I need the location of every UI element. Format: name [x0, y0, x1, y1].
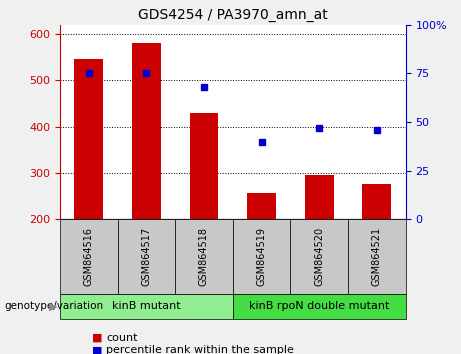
Bar: [233, 294, 406, 319]
Bar: [362, 184, 391, 219]
Bar: [60, 219, 118, 294]
Text: GSM864519: GSM864519: [257, 227, 266, 286]
Text: ▶: ▶: [49, 301, 57, 311]
Text: percentile rank within the sample: percentile rank within the sample: [106, 346, 294, 354]
Text: GSM864516: GSM864516: [84, 227, 94, 286]
Bar: [305, 175, 334, 219]
Bar: [348, 219, 406, 294]
Text: GSM864520: GSM864520: [314, 227, 324, 286]
Title: GDS4254 / PA3970_amn_at: GDS4254 / PA3970_amn_at: [138, 8, 328, 22]
Bar: [189, 113, 219, 219]
Text: genotype/variation: genotype/variation: [5, 301, 104, 311]
Bar: [247, 193, 276, 219]
Text: GSM864518: GSM864518: [199, 227, 209, 286]
Text: ■: ■: [92, 346, 103, 354]
Bar: [233, 219, 290, 294]
Text: GSM864521: GSM864521: [372, 227, 382, 286]
Bar: [118, 219, 175, 294]
Text: kinB rpoN double mutant: kinB rpoN double mutant: [249, 301, 390, 311]
Text: GSM864517: GSM864517: [142, 227, 151, 286]
Text: ■: ■: [92, 333, 103, 343]
Text: kinB mutant: kinB mutant: [112, 301, 181, 311]
Bar: [60, 294, 233, 319]
Text: count: count: [106, 333, 137, 343]
Bar: [74, 59, 103, 219]
Bar: [175, 219, 233, 294]
Bar: [290, 219, 348, 294]
Bar: [132, 43, 161, 219]
